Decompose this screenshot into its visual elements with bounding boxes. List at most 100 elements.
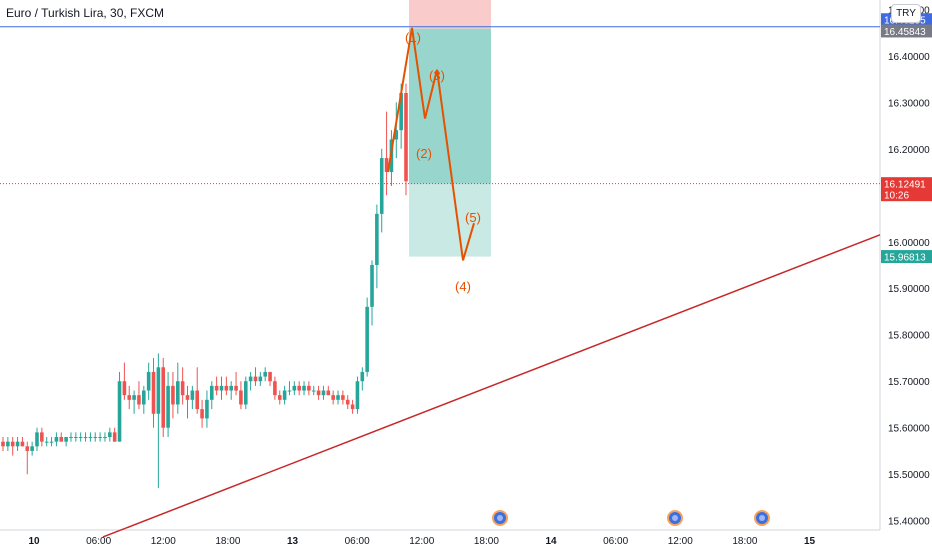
candle-body [355,381,360,410]
candle-body [69,437,73,439]
candle-body [78,437,83,439]
candle-body [219,385,224,391]
x-tick-label: 15 [804,536,816,547]
candle-body [384,158,389,173]
candle-body [112,432,117,442]
candle-body [302,385,306,391]
y-tick-label: 16.30000 [888,98,930,109]
candle-body [321,390,326,396]
candle-body [404,92,408,182]
candle-body [360,371,365,382]
x-tick-label: 06:00 [86,536,111,547]
candle-body [297,385,301,391]
candle-body [307,385,311,391]
candle-body [1,441,5,447]
x-tick-label: 06:00 [603,536,628,547]
candle-body [35,432,39,447]
candle-body [49,441,54,443]
candle-body [214,385,219,391]
event-icon-dot [497,515,503,521]
x-tick-label: 10 [28,536,40,547]
candle-body [185,395,190,400]
y-tick-label: 15.90000 [888,284,930,295]
candle-body [200,409,204,419]
candle-body [292,385,297,391]
candle-body [25,446,30,451]
candle-body [331,395,335,400]
candle-body [117,381,122,442]
candle-body [40,432,44,442]
candle-body [253,376,258,382]
candle-body [93,437,98,439]
x-tick-label: 06:00 [345,536,370,547]
candle-body [180,381,185,396]
wave-label: (5) [465,210,481,225]
candle-body [74,437,78,439]
candle-body [282,390,287,400]
candle-body [195,390,200,410]
candle-body [248,376,253,382]
countdown-label: 10:26 [884,191,909,202]
candle-body [365,306,369,372]
candle-body [64,437,68,442]
chart-title: Euro / Turkish Lira, 30, FXCM [6,6,165,20]
currency-button[interactable]: TRY [891,4,921,23]
candle-body [127,395,132,400]
candle-body [229,385,234,391]
candle-body [44,441,49,443]
candle-body [175,381,180,405]
x-tick-label: 12:00 [668,536,693,547]
event-icon-dot [672,515,678,521]
wave-label: (1) [405,30,421,45]
y-tick-label: 15.50000 [888,470,930,481]
candle-body [311,390,316,392]
candle-body [268,371,272,382]
stop-loss-zone [409,0,491,29]
y-tick-label: 15.60000 [888,424,930,435]
x-tick-label: 12:00 [409,536,434,547]
candle-body [341,395,345,400]
current-price-label: 16.12491 [884,180,926,191]
candle-body [15,441,20,447]
candle-body [122,381,127,396]
target-price-label-bg [881,250,932,264]
candle-body [287,390,292,392]
candle-body [234,385,238,391]
wave-label: (4) [455,279,471,294]
y-tick-label: 16.20000 [888,145,930,156]
candle-body [273,381,277,396]
x-tick-label: 12:00 [151,536,176,547]
candle-body [156,367,161,414]
x-tick-label: 14 [545,536,557,547]
target-price-label: 15.96813 [884,253,926,264]
y-tick-label: 15.70000 [888,377,930,388]
candle-body [350,404,355,410]
candle-body [190,390,195,400]
candle-body [375,213,379,265]
y-tick-label: 15.80000 [888,331,930,342]
trendline [102,234,881,538]
candle-body [345,399,350,405]
candle-body [146,371,151,391]
candle-body [263,371,267,377]
candle-body [209,385,214,400]
candle-body [88,437,93,439]
elliott-wave-path [387,27,475,261]
candle-body [137,395,141,405]
x-tick-label: 18:00 [732,536,757,547]
candle-body [98,437,102,439]
candle-body [132,395,136,400]
candle-body [224,385,229,391]
event-icon-dot [759,515,765,521]
candle-body [336,395,340,400]
candle-body [277,395,282,400]
candle-body [108,432,112,438]
candle-body [258,376,263,382]
x-tick-label: 18:00 [474,536,499,547]
candle-body [394,130,399,140]
candle-body [142,390,146,405]
candle-body [205,399,209,419]
candle-body [6,441,10,447]
y-tick-label: 15.40000 [888,517,930,528]
